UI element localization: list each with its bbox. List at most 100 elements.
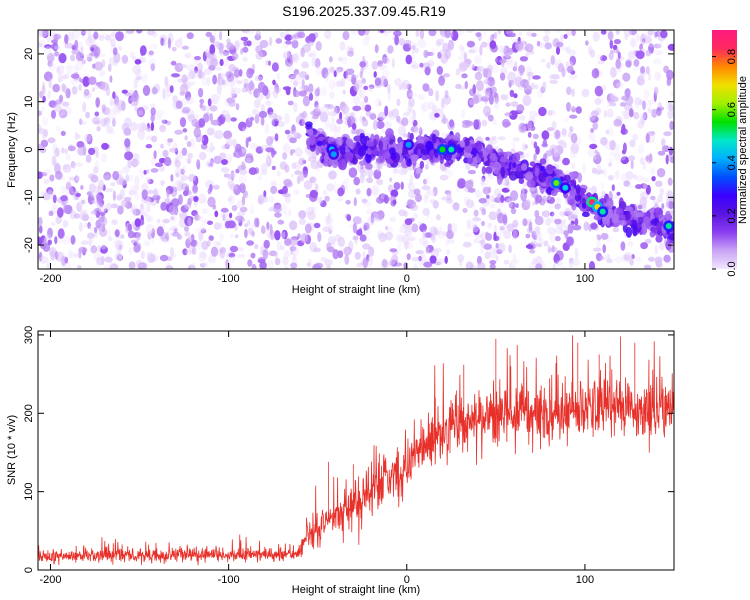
spectrogram-blob [419, 223, 427, 233]
spectrogram-blob [299, 172, 305, 182]
spectrogram-blob [159, 254, 169, 262]
spectrogram-blob [235, 234, 239, 239]
spectrogram-blob [275, 38, 283, 44]
spectrogram-blob [599, 255, 605, 261]
spectrogram-blob [246, 40, 252, 47]
spectrogram-blob [567, 65, 574, 74]
spectrogram-blob [566, 236, 574, 246]
signal-blob [668, 233, 674, 241]
spectrogram-blob [574, 218, 579, 226]
spectrogram-blob [610, 93, 617, 101]
spectrogram-blob [333, 70, 337, 78]
spectrogram-blob [343, 178, 350, 183]
spectrogram-blob [230, 232, 234, 239]
spectrogram-blob [594, 98, 602, 106]
signal-blob [582, 203, 587, 209]
spectrogram-blob [401, 79, 410, 89]
spectrogram-blob [531, 32, 537, 38]
spectrogram-blob [535, 263, 543, 269]
spectrogram-blob [156, 226, 164, 237]
spectrogram-blob [120, 234, 125, 239]
spectrogram-blob [63, 106, 72, 116]
spectrogram-blob [298, 218, 307, 226]
spectrogram-blob [219, 58, 224, 67]
spectrogram-blob [249, 204, 255, 215]
spectrogram-blob [312, 114, 319, 120]
spectrogram-blob [525, 244, 534, 250]
colorbar-label: Normalized spectral amplitude [737, 76, 749, 224]
spectrogram-blob [538, 106, 547, 117]
spectrogram-blob [64, 148, 68, 155]
spectrogram-blob [246, 67, 254, 79]
spectrogram-blob [105, 106, 111, 115]
spectrogram-blob [170, 174, 174, 182]
spectrogram-blob [61, 147, 65, 154]
spectrogram-blob [220, 72, 226, 78]
spectrogram-blob [384, 120, 392, 129]
spectrogram-blob [254, 114, 260, 124]
spectrogram-blob [293, 102, 298, 113]
spectrogram-blob [314, 58, 321, 69]
spectrogram-blob [436, 65, 443, 75]
spectrogram-blob [53, 104, 62, 112]
spectrogram-blob [497, 242, 506, 253]
spectrogram-blob [58, 53, 67, 64]
spectrogram-blob [169, 247, 175, 257]
spectrogram-blob [162, 149, 169, 158]
spectrogram-blob [197, 197, 207, 205]
spectrogram-blob [82, 76, 90, 87]
spectrogram-blob [650, 167, 656, 176]
spectrogram-blob [141, 72, 148, 84]
spectrogram-blob [241, 148, 246, 154]
spectrogram-blob [627, 241, 634, 247]
spectrogram-blob [109, 263, 119, 269]
snr-plot-area [38, 331, 674, 570]
spectrogram-blob [134, 175, 140, 186]
spectrogram-blob [147, 253, 156, 263]
spectrogram-blob [67, 31, 75, 41]
signal-blob [354, 145, 359, 155]
spectrogram-blob [210, 158, 214, 167]
spectrogram-blob [55, 216, 62, 224]
spectrogram-blob [501, 59, 505, 67]
spectrogram-blob [549, 73, 553, 80]
spectrogram-blob [413, 263, 418, 269]
spectrogram-blob [103, 175, 111, 180]
spectrogram-blob [413, 125, 423, 133]
spectrogram-blob [633, 59, 640, 67]
spectrogram-blob [533, 226, 541, 237]
spectrogram-blob [398, 168, 407, 176]
spectrogram-blob [535, 194, 543, 204]
spectrogram-blob [52, 83, 60, 93]
spectrogram-blob [326, 183, 335, 192]
spectrogram-blob [581, 88, 590, 98]
spectrogram-blob [205, 48, 209, 57]
spectrogram-blob [171, 73, 180, 78]
spectrogram-blob [551, 120, 557, 130]
spectrogram-blob [434, 261, 442, 266]
spectrogram-blob [437, 51, 442, 59]
spectrogram-blob [352, 216, 362, 225]
spectrogram-blob [409, 174, 414, 186]
spectrogram-blob [387, 84, 391, 94]
spectrogram-blob [492, 248, 498, 255]
signal-blob [529, 161, 536, 167]
spectrogram-blob [479, 44, 483, 56]
spectrogram-blob [491, 86, 497, 94]
spectrogram-blob [285, 86, 291, 96]
spectrogram-blob [76, 201, 82, 213]
spectrogram-blob [635, 50, 645, 60]
spectrogram-blob [400, 181, 404, 190]
spectrogram-blob [328, 211, 332, 220]
signal-blob [512, 152, 521, 163]
spectrogram-blob [206, 76, 211, 87]
spectrogram-blob [569, 55, 577, 66]
spectrogram-blob [284, 164, 290, 173]
spectrogram-blob [645, 99, 652, 110]
spectrogram-blob [402, 43, 412, 52]
signal-blob [526, 179, 536, 188]
spectrogram-blob [555, 41, 564, 48]
spectrogram-blob [374, 186, 378, 198]
spectrogram-blob [288, 220, 298, 231]
